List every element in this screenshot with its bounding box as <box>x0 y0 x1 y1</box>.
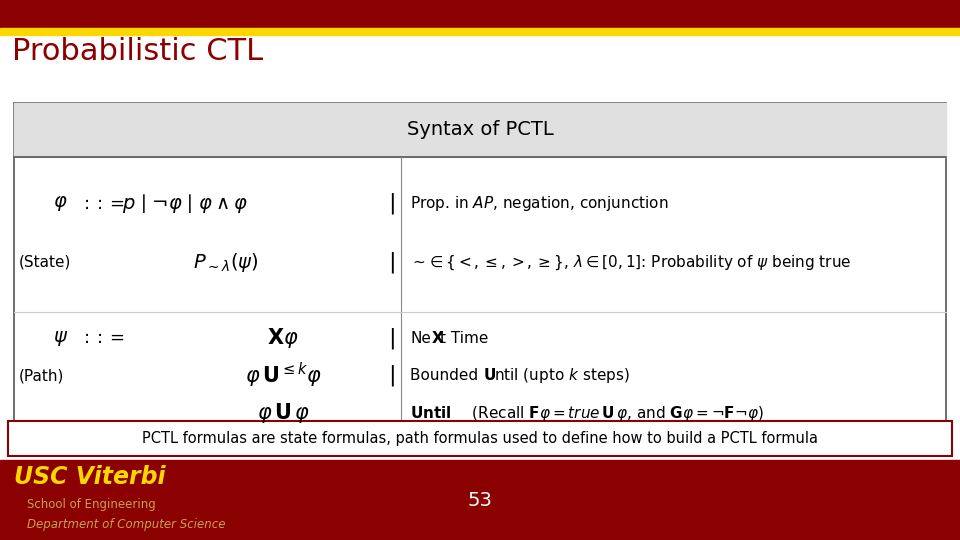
Text: PCTL formulas are state formulas, path formulas used to define how to build a PC: PCTL formulas are state formulas, path f… <box>142 431 818 445</box>
Text: Department of Computer Science: Department of Computer Science <box>27 518 226 531</box>
Text: Probabilistic CTL: Probabilistic CTL <box>12 37 264 66</box>
Text: $::=$: $::=$ <box>80 329 125 347</box>
Bar <box>0 460 960 540</box>
Text: Ne: Ne <box>411 330 431 346</box>
Text: $\varphi\,\mathbf{U}^{\leq k}\varphi$: $\varphi\,\mathbf{U}^{\leq k}\varphi$ <box>245 361 322 390</box>
Text: Syntax of PCTL: Syntax of PCTL <box>407 120 553 139</box>
Text: U: U <box>484 368 495 383</box>
Text: (State): (State) <box>19 255 72 270</box>
Text: $|$: $|$ <box>388 326 395 350</box>
Text: $\varphi$: $\varphi$ <box>53 194 67 213</box>
Text: $p \mid \neg\varphi \mid \varphi \wedge \varphi$: $p \mid \neg\varphi \mid \varphi \wedge … <box>122 192 248 215</box>
Text: $|$: $|$ <box>388 363 395 388</box>
Text: Bounded: Bounded <box>411 368 484 383</box>
Bar <box>0 28 960 35</box>
Text: $\sim\!\in\{<,\leq,>,\geq\},\,\lambda \in [0,1]$: Probability of $\psi$ being tr: $\sim\!\in\{<,\leq,>,\geq\},\,\lambda \i… <box>411 253 852 272</box>
Text: (Path): (Path) <box>19 368 64 383</box>
Text: Prop. in $AP$, negation, conjunction: Prop. in $AP$, negation, conjunction <box>411 194 669 213</box>
Text: $\mathbf{X}\varphi$: $\mathbf{X}\varphi$ <box>268 326 299 350</box>
Text: USC Viterbi: USC Viterbi <box>14 465 166 489</box>
Text: $\psi$: $\psi$ <box>53 329 68 348</box>
Text: ntil (upto $k$ steps): ntil (upto $k$ steps) <box>494 366 630 385</box>
Text: (Recall $\mathbf{F}\varphi = \mathit{true}\,\mathbf{U}\,\varphi$, and $\mathbf{G: (Recall $\mathbf{F}\varphi = \mathit{tru… <box>463 404 764 423</box>
Text: 53: 53 <box>468 490 492 510</box>
Text: $|$: $|$ <box>388 191 395 216</box>
Text: X: X <box>432 330 444 346</box>
Text: $|$: $|$ <box>388 250 395 275</box>
Text: $::=$: $::=$ <box>80 194 125 213</box>
Text: $\mathbf{Until}$: $\mathbf{Until}$ <box>411 406 452 421</box>
Bar <box>14 103 946 157</box>
Bar <box>0 0 960 28</box>
Text: $P_{\sim\lambda}(\psi)$: $P_{\sim\lambda}(\psi)$ <box>193 251 258 274</box>
Text: $\varphi\,\mathbf{U}\,\varphi$: $\varphi\,\mathbf{U}\,\varphi$ <box>256 401 310 426</box>
Bar <box>14 103 946 455</box>
Text: t Time: t Time <box>441 330 489 346</box>
Bar <box>8 421 952 456</box>
Text: School of Engineering: School of Engineering <box>27 498 156 511</box>
